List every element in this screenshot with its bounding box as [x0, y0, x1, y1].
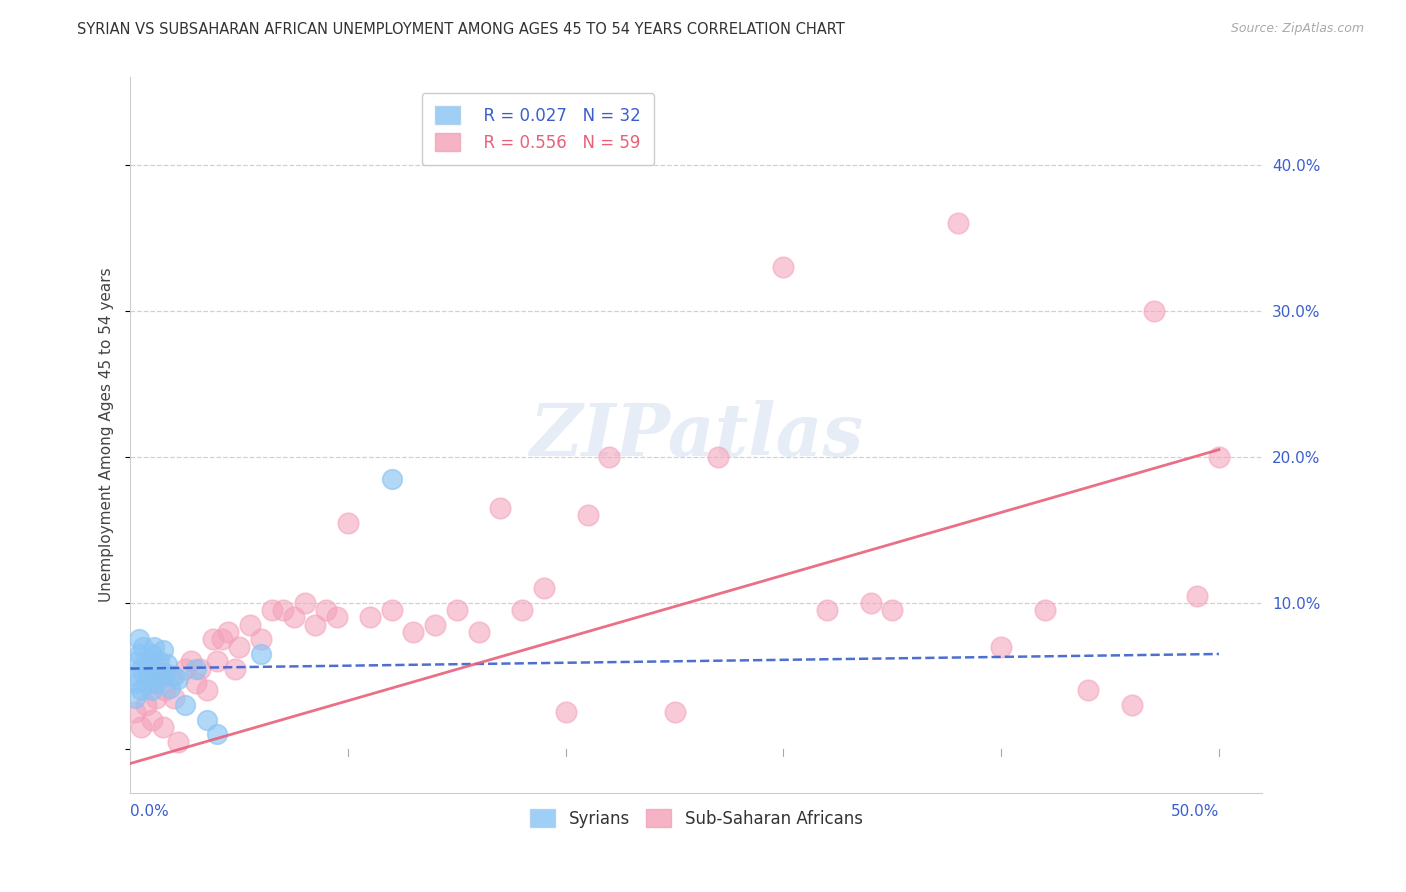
- Point: [707, 450, 730, 464]
- Point: [141, 647, 163, 661]
- Point: [184, 662, 207, 676]
- Point: [173, 662, 195, 676]
- Point: [128, 647, 150, 661]
- Point: [149, 669, 172, 683]
- Point: [576, 508, 599, 523]
- Text: ZIPatlas: ZIPatlas: [529, 400, 863, 471]
- Point: [207, 654, 229, 668]
- Point: [250, 647, 273, 661]
- Point: [156, 657, 179, 672]
- Point: [152, 720, 174, 734]
- Point: [145, 690, 167, 705]
- Point: [148, 654, 170, 668]
- Point: [141, 683, 163, 698]
- Point: [239, 617, 262, 632]
- Point: [135, 654, 157, 668]
- Point: [195, 713, 218, 727]
- Text: SYRIAN VS SUBSAHARAN AFRICAN UNEMPLOYMENT AMONG AGES 45 TO 54 YEARS CORRELATION : SYRIAN VS SUBSAHARAN AFRICAN UNEMPLOYMEN…: [77, 22, 845, 37]
- Point: [145, 676, 167, 690]
- Point: [228, 640, 250, 654]
- Point: [260, 603, 283, 617]
- Point: [882, 603, 904, 617]
- Point: [326, 610, 349, 624]
- Point: [381, 472, 404, 486]
- Point: [125, 676, 148, 690]
- Point: [202, 632, 225, 647]
- Point: [224, 662, 246, 676]
- Point: [135, 698, 157, 712]
- Point: [125, 654, 148, 668]
- Point: [446, 603, 468, 617]
- Point: [128, 632, 150, 647]
- Text: 0.0%: 0.0%: [131, 805, 169, 820]
- Point: [129, 720, 152, 734]
- Point: [184, 676, 207, 690]
- Point: [554, 706, 576, 720]
- Point: [163, 690, 186, 705]
- Point: [195, 683, 218, 698]
- Point: [423, 617, 446, 632]
- Point: [315, 603, 337, 617]
- Point: [359, 610, 381, 624]
- Point: [173, 698, 195, 712]
- Point: [859, 596, 882, 610]
- Point: [121, 669, 143, 683]
- Point: [159, 669, 181, 683]
- Point: [139, 676, 162, 690]
- Point: [153, 683, 176, 698]
- Point: [141, 713, 163, 727]
- Point: [152, 642, 174, 657]
- Point: [533, 582, 555, 596]
- Point: [211, 632, 233, 647]
- Text: Source: ZipAtlas.com: Source: ZipAtlas.com: [1230, 22, 1364, 36]
- Point: [283, 610, 305, 624]
- Point: [124, 690, 146, 705]
- Point: [143, 640, 166, 654]
- Point: [510, 603, 533, 617]
- Point: [167, 672, 190, 686]
- Point: [129, 683, 152, 698]
- Point: [337, 516, 360, 530]
- Point: [598, 450, 620, 464]
- Point: [772, 260, 794, 275]
- Point: [304, 617, 326, 632]
- Point: [124, 706, 146, 720]
- Point: [188, 662, 211, 676]
- Point: [467, 625, 489, 640]
- Point: [1142, 304, 1164, 318]
- Point: [207, 727, 229, 741]
- Point: [143, 662, 166, 676]
- Point: [815, 603, 838, 617]
- Point: [167, 734, 190, 748]
- Point: [1077, 683, 1099, 698]
- Y-axis label: Unemployment Among Ages 45 to 54 years: Unemployment Among Ages 45 to 54 years: [100, 268, 114, 602]
- Point: [271, 603, 294, 617]
- Point: [489, 501, 512, 516]
- Point: [381, 603, 404, 617]
- Point: [294, 596, 316, 610]
- Legend: Syrians, Sub-Saharan Africans: Syrians, Sub-Saharan Africans: [523, 803, 869, 834]
- Point: [153, 665, 176, 680]
- Point: [1121, 698, 1143, 712]
- Point: [163, 669, 186, 683]
- Point: [136, 662, 159, 676]
- Point: [1033, 603, 1056, 617]
- Point: [217, 625, 239, 640]
- Point: [250, 632, 273, 647]
- Text: 50.0%: 50.0%: [1171, 805, 1219, 820]
- Point: [1185, 589, 1208, 603]
- Point: [1208, 450, 1230, 464]
- Point: [402, 625, 425, 640]
- Point: [135, 676, 157, 690]
- Point: [946, 216, 969, 230]
- Point: [132, 640, 155, 654]
- Point: [139, 669, 162, 683]
- Point: [180, 654, 202, 668]
- Point: [159, 681, 181, 695]
- Point: [129, 662, 152, 676]
- Point: [148, 662, 170, 676]
- Point: [990, 640, 1012, 654]
- Point: [664, 706, 686, 720]
